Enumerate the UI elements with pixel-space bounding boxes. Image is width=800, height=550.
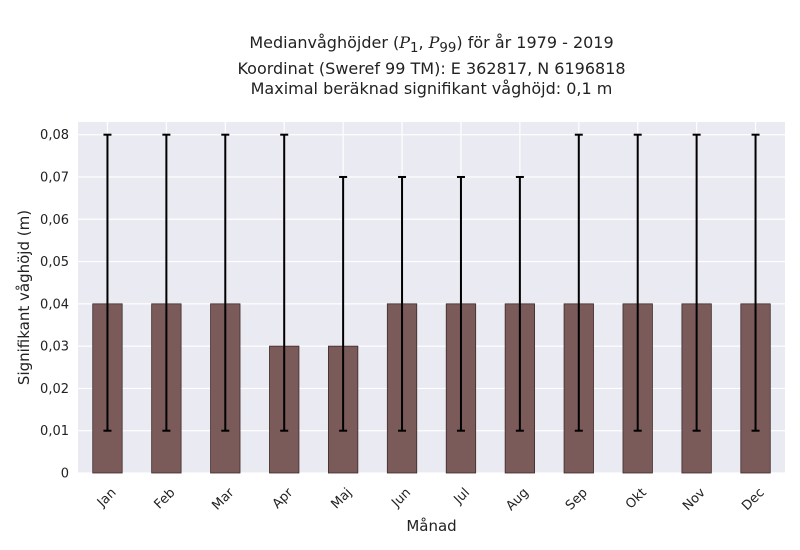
plot-area [78,122,785,473]
chart-title-line-2: Koordinat (Sweref 99 TM): E 362817, N 61… [237,59,626,79]
x-tick-label: Aug [503,485,532,514]
y-tick-label: 0,04 [40,297,69,312]
y-tick-label: 0,05 [40,255,69,270]
y-tick-label: 0,06 [40,213,69,228]
bars [92,303,771,474]
x-tick-label: Jul [451,485,473,507]
x-tick-label: Sep [563,485,591,513]
x-tick-label: Apr [270,485,297,512]
y-tick-label: 0,07 [40,170,69,185]
y-axis-ticks: 0 0,01 0,02 0,03 0,04 0,05 0,06 0,07 0,08 [40,128,69,481]
error-bars [103,133,760,432]
x-axis-ticks: Jan Feb Mar Apr Maj Jun Jul Aug Sep Okt Nov Dec [94,485,768,514]
y-tick-label: 0,03 [40,340,69,355]
chart-title-line-3: Maximal beräknad signifikant våghöjd: 0,… [250,79,613,99]
x-tick-label: Jun [388,485,414,511]
y-axis-label: Signifikant våghöjd (m) [15,210,33,385]
x-tick-label: Nov [680,485,709,514]
x-tick-label: Maj [328,485,355,512]
x-tick-label: Dec [739,485,767,513]
x-tick-label: Okt [623,485,650,512]
y-tick-label: 0,08 [40,128,69,143]
x-tick-label: Feb [152,485,179,512]
chart-title: Medianvåghöjder (P1, P99) för år 1979 - … [78,33,785,99]
x-tick-label: Jan [94,485,119,510]
x-tick-label: Mar [209,485,237,513]
x-axis-label: Månad [406,517,456,535]
y-tick-label: 0,01 [40,424,69,439]
y-tick-label: 0 [61,467,69,482]
chart-title-line-1: Medianvåghöjder (P1, P99) för år 1979 - … [249,33,614,57]
y-tick-label: 0,02 [40,382,69,397]
